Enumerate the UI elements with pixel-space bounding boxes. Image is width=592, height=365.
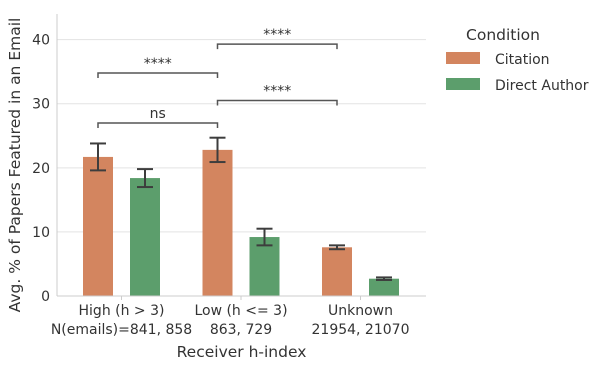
significance-label-2: **** xyxy=(144,56,172,72)
y-tick-label-40: 40 xyxy=(32,33,50,49)
significance-bracket-2 xyxy=(97,72,219,78)
bar-direct-author-1 xyxy=(249,237,280,296)
bars xyxy=(83,149,399,296)
y-tick-label-0: 0 xyxy=(41,289,50,305)
x-tick-count-0: N(emails)=841, 858 xyxy=(51,322,192,338)
x-tick-count-1: 863, 729 xyxy=(210,322,272,338)
significance-annotations: ns **** **** **** xyxy=(97,27,338,128)
significance-bracket-0 xyxy=(97,122,219,128)
significance-label-1: **** xyxy=(263,84,291,100)
x-tick-label-1: Low (h <= 3) xyxy=(194,303,287,319)
significance-label-0: ns xyxy=(150,106,166,122)
y-tick-label-10: 10 xyxy=(32,225,50,241)
x-tick-label-2: Unknown xyxy=(328,303,393,319)
x-tick-count-2: 21954, 21070 xyxy=(312,322,410,338)
bar-direct-author-0 xyxy=(130,178,160,296)
legend-title: Condition xyxy=(466,26,540,44)
legend-label-citation: Citation xyxy=(495,52,550,68)
y-axis-title: Avg. % of Papers Featured in an Email xyxy=(6,18,24,313)
legend-label-direct-author: Direct Author xyxy=(495,78,589,94)
y-tick-label-30: 30 xyxy=(32,97,50,113)
legend-swatch-citation xyxy=(446,52,480,64)
bar-citation-0 xyxy=(83,156,113,296)
bar-citation-1 xyxy=(202,149,233,296)
bar-direct-author-2 xyxy=(369,278,399,296)
x-axis-title: Receiver h-index xyxy=(177,343,307,361)
significance-bracket-3 xyxy=(216,43,338,50)
legend-swatch-direct-author xyxy=(446,78,480,90)
significance-bracket-1 xyxy=(216,99,338,106)
x-tick-label-0: High (h > 3) xyxy=(79,303,165,319)
y-ticks: 0 10 20 30 40 xyxy=(32,33,50,305)
legend: Condition Citation Direct Author xyxy=(446,26,589,94)
significance-label-3: **** xyxy=(263,27,291,43)
y-tick-label-20: 20 xyxy=(32,161,50,177)
error-bars xyxy=(90,136,392,281)
bar-citation-2 xyxy=(322,247,352,296)
